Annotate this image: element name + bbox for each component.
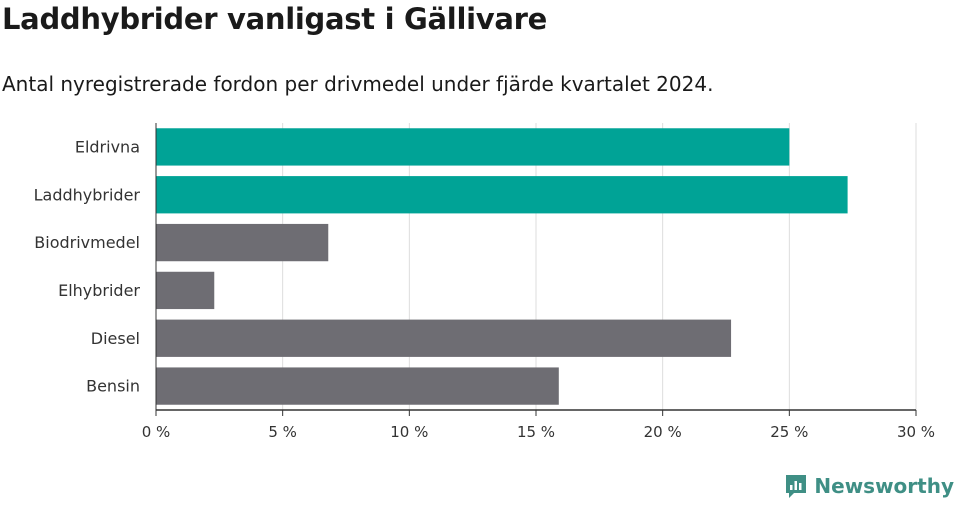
x-tick-label-5: 25 % [770, 423, 808, 441]
category-label-5: Bensin [86, 377, 140, 396]
newsworthy-logo-icon [786, 475, 807, 498]
bars [156, 128, 848, 405]
category-label-1: Laddhybrider [34, 185, 141, 204]
x-tick-label-6: 30 % [897, 423, 935, 441]
x-tick-label-4: 20 % [644, 423, 682, 441]
category-labels: Eldrivna Laddhybrider Biodrivmedel Elhybrid… [34, 137, 141, 395]
category-label-3: Elhybrider [58, 281, 140, 300]
chart-title: Laddhybrider vanligast i Gällivare [2, 2, 547, 36]
brand-name: Newsworthy [814, 474, 954, 498]
bar-5 [156, 367, 559, 405]
category-label-2: Biodrivmedel [34, 233, 140, 252]
category-label-0: Eldrivna [75, 137, 140, 156]
x-tick-label-2: 10 % [390, 423, 428, 441]
bar-3 [156, 271, 215, 310]
grid-lines [282, 123, 917, 410]
bar-1 [156, 176, 848, 214]
bar-0 [156, 128, 790, 166]
chart-subtitle: Antal nyregistrerade fordon per drivmede… [2, 72, 714, 96]
bar-2 [156, 223, 329, 262]
x-axis: 0 % 5 % 10 % 15 % 20 % 25 % 30 % [142, 123, 935, 441]
x-tick-label-1: 5 % [268, 423, 297, 441]
brand-logo: Newsworthy [784, 473, 954, 499]
x-tick-label-0: 0 % [142, 423, 171, 441]
category-label-4: Diesel [91, 329, 140, 348]
bar-4 [156, 319, 732, 357]
x-tick-label-3: 15 % [517, 423, 555, 441]
